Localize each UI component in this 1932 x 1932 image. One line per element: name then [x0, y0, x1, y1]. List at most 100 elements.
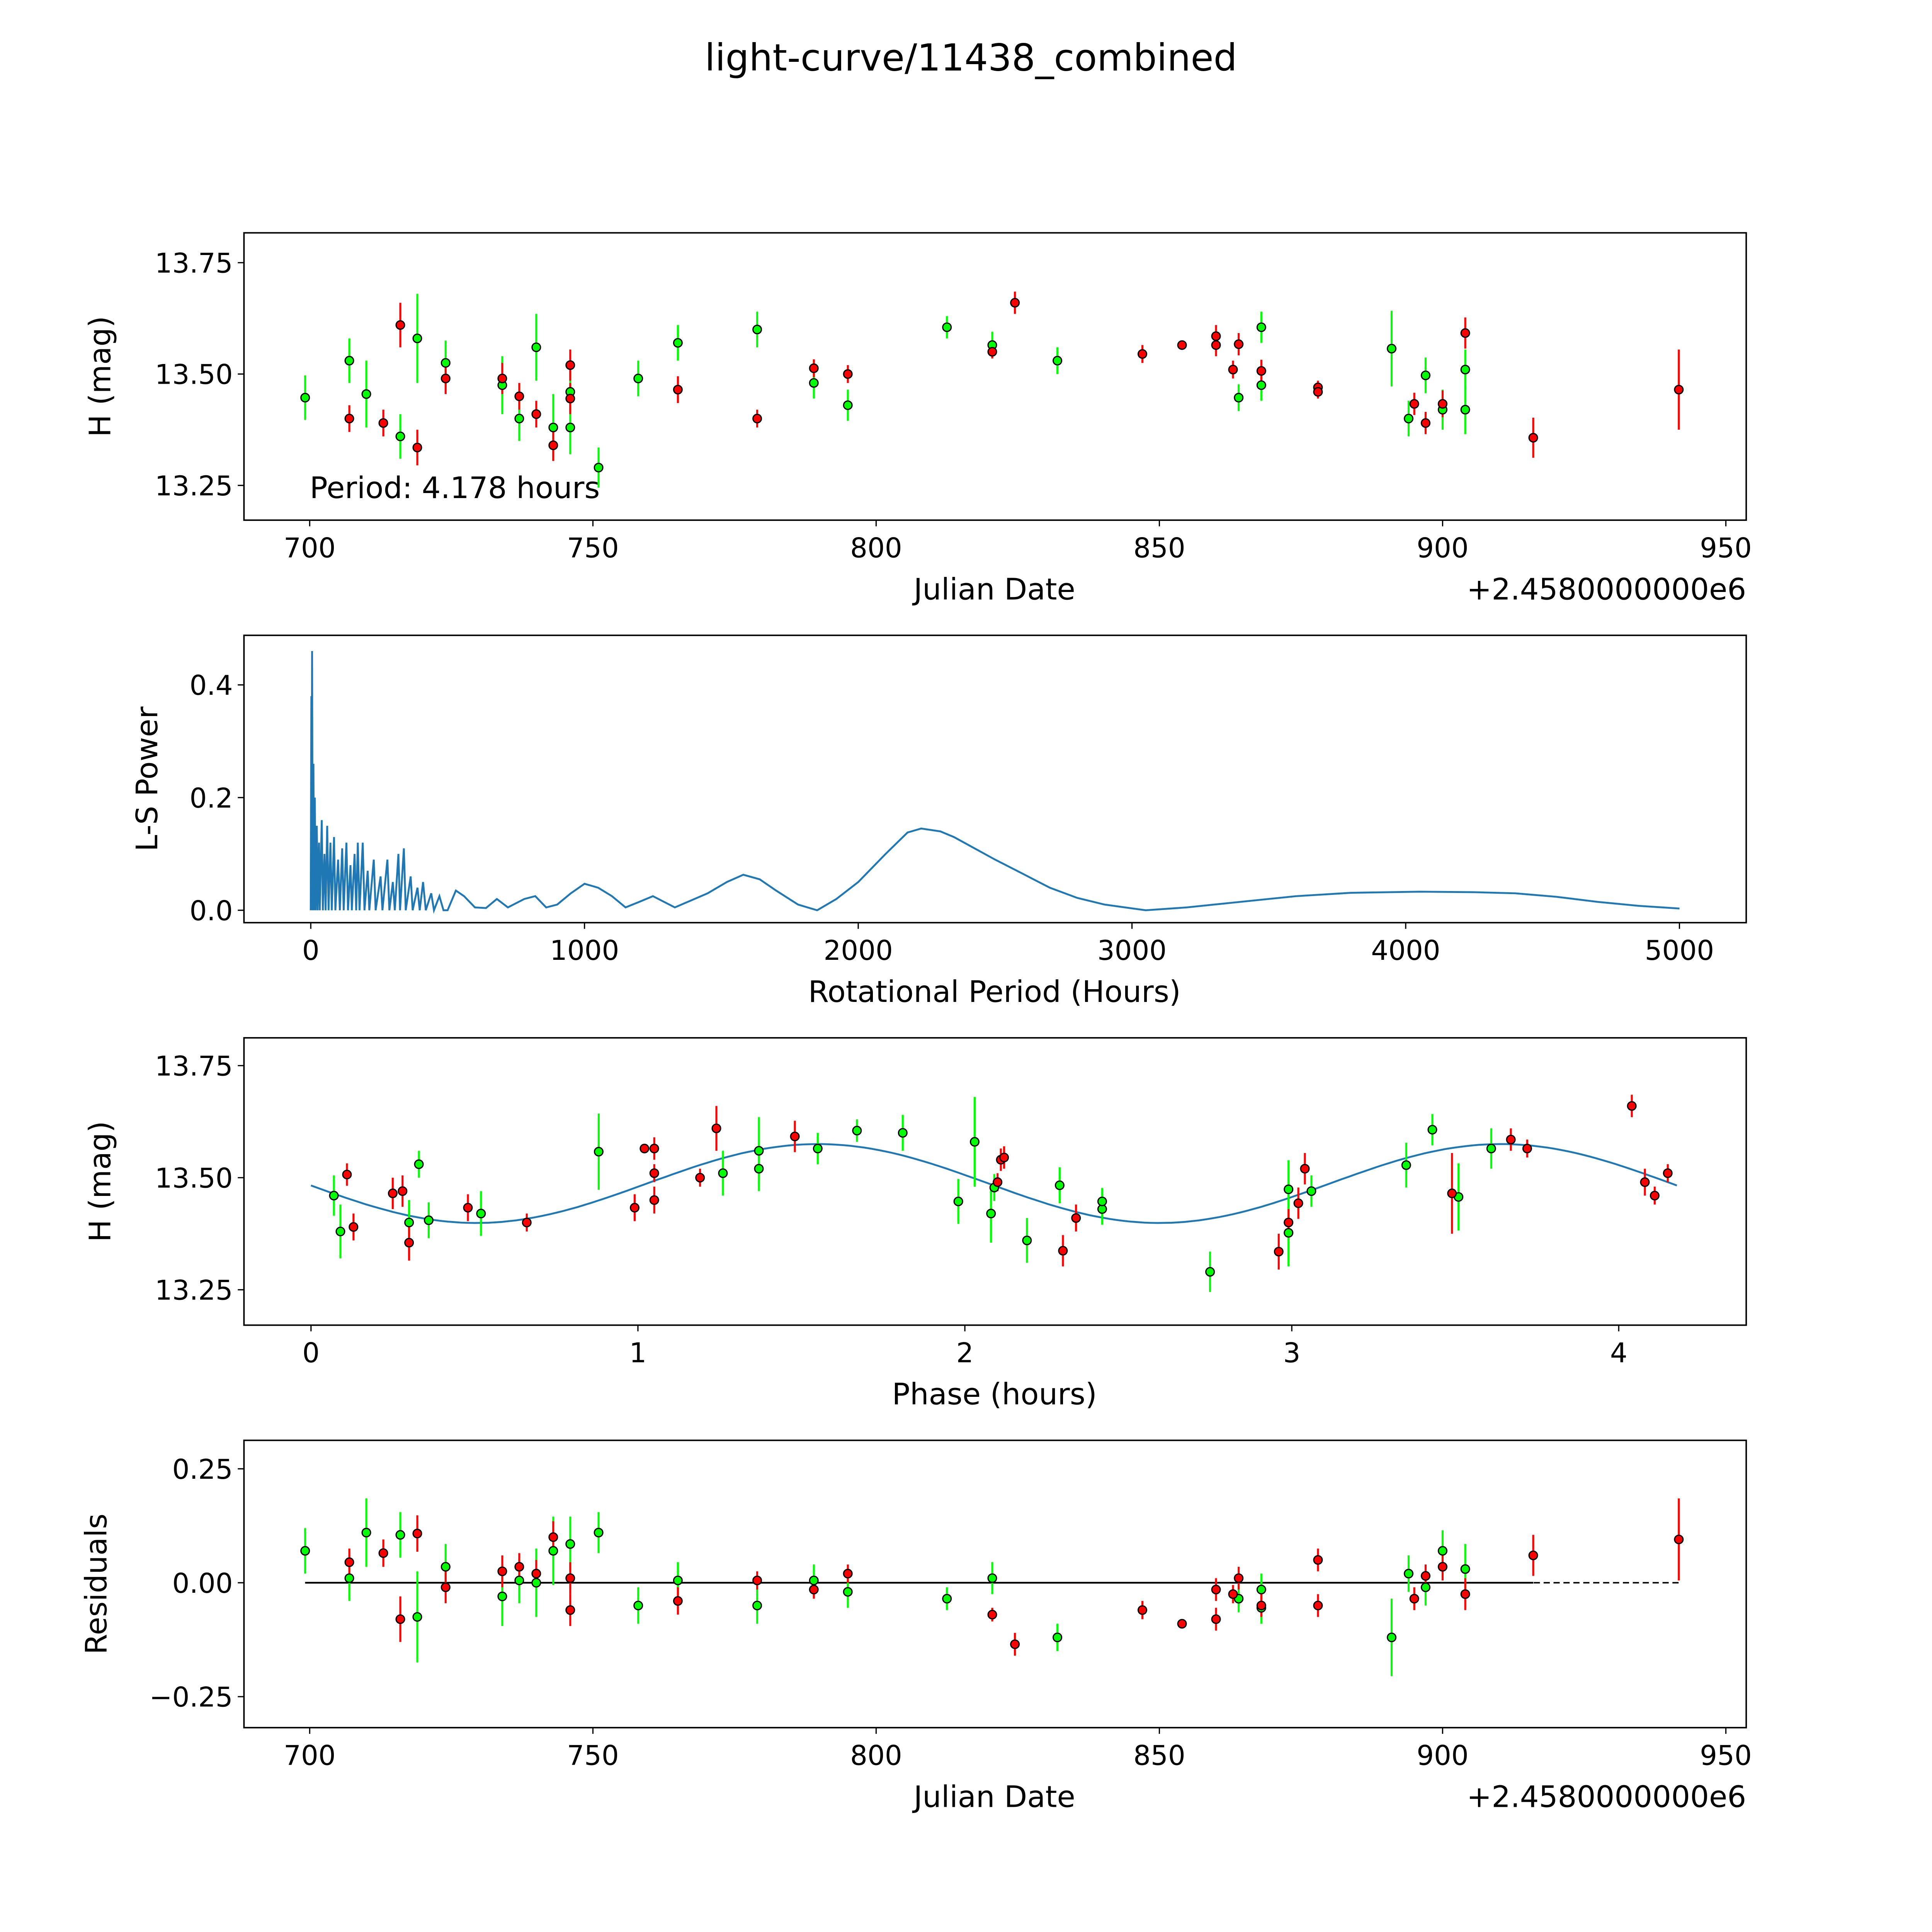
x-tick-label: 750 [567, 1740, 619, 1771]
residuals-panel: Julian Date Residuals +2.4580000000e6 70… [80, 1439, 1752, 1814]
data-point-green [594, 463, 604, 473]
data-point-red [1293, 1198, 1303, 1208]
data-point-green [1403, 1569, 1413, 1579]
data-point-red [1409, 399, 1419, 409]
data-point-red [388, 1188, 398, 1198]
data-point-red [1420, 1571, 1430, 1581]
data-point-red [1010, 298, 1020, 308]
periodogram-panel: Rotational Period (Hours) L-S Power 0 100… [130, 634, 1747, 1009]
data-point-green [942, 1594, 952, 1604]
data-point-red [548, 1532, 558, 1542]
data-point-red [1528, 433, 1538, 443]
data-point-red [809, 1585, 819, 1595]
x-tick-label: 850 [1133, 532, 1185, 564]
data-point-red [673, 384, 683, 395]
data-point-red [1228, 364, 1238, 374]
data-point-green [752, 1600, 762, 1611]
data-point-red [1420, 418, 1430, 428]
data-point-green [852, 1126, 862, 1136]
x-tick-label: 1000 [550, 935, 619, 966]
data-point-green [1256, 380, 1266, 390]
data-point-red [412, 442, 422, 452]
data-point-red [522, 1218, 532, 1228]
data-point-green [476, 1209, 486, 1219]
data-point-red [1674, 384, 1684, 395]
data-point-green [361, 389, 371, 399]
data-point-red [1437, 1562, 1447, 1572]
data-point-green [404, 1218, 414, 1228]
data-point-red [1640, 1177, 1650, 1187]
data-point-green [414, 1159, 424, 1169]
x-axis-label: Julian Date [912, 572, 1075, 607]
data-point-red [1674, 1534, 1684, 1544]
data-point-green [633, 1600, 643, 1611]
data-point-red [531, 1569, 541, 1579]
data-point-red [1300, 1164, 1310, 1174]
data-point-green [1460, 405, 1470, 415]
data-point-red [649, 1195, 659, 1205]
data-point-green [531, 342, 541, 352]
data-point-red [378, 1548, 388, 1558]
x-tick-label: 800 [850, 1740, 902, 1771]
x-tick-label: 900 [1417, 1740, 1469, 1771]
x-tick-label: 5000 [1645, 935, 1714, 966]
data-point-green [1284, 1228, 1294, 1238]
data-point-green [1022, 1235, 1032, 1245]
data-point-red [790, 1131, 800, 1141]
data-point-green [1284, 1184, 1294, 1194]
data-point-green [1401, 1160, 1411, 1170]
x-tick-label: 900 [1417, 532, 1469, 564]
data-point-red [1177, 340, 1187, 350]
y-tick-label: 13.50 [155, 359, 233, 391]
data-point-green [395, 1530, 405, 1540]
figure-title: light-curve/11438_combined [705, 36, 1237, 80]
data-point-red [1256, 1600, 1266, 1611]
data-point-green [361, 1527, 371, 1537]
data-point-red [1437, 399, 1447, 409]
x-offset-text: +2.4580000000e6 [1467, 1780, 1746, 1814]
data-point-green [1420, 1582, 1430, 1592]
data-point-green [1054, 1180, 1065, 1190]
period-annotation: Period: 4.178 hours [310, 471, 600, 505]
data-point-red [752, 1575, 762, 1585]
data-point-green [1053, 1633, 1063, 1643]
data-point-green [843, 400, 853, 410]
axes-frame [243, 634, 1747, 923]
data-point-red [843, 1569, 853, 1579]
data-point-green [754, 1146, 764, 1156]
data-point-red [1522, 1143, 1532, 1153]
data-point-red [1211, 331, 1221, 341]
data-point-red [565, 360, 575, 370]
y-axis-label: Residuals [80, 1514, 114, 1655]
x-tick-label: 2000 [823, 935, 893, 966]
y-axis-label: L-S Power [130, 706, 165, 851]
data-point-green [1256, 1585, 1266, 1595]
data-point-red [1447, 1188, 1457, 1198]
y-tick-label: 0.4 [189, 670, 233, 701]
data-point-red [395, 320, 405, 330]
data-point-green [300, 393, 310, 403]
x-tick-label: 700 [284, 1740, 336, 1771]
data-point-green [1053, 355, 1063, 366]
data-point-green [514, 413, 524, 423]
x-tick-label: 950 [1700, 532, 1752, 564]
y-tick-label: 13.75 [155, 1050, 233, 1082]
data-point-green [1205, 1267, 1215, 1277]
data-point-red [404, 1238, 414, 1248]
data-point-red [1234, 339, 1244, 349]
data-point-green [953, 1196, 963, 1206]
data-point-green [395, 431, 405, 441]
data-point-red [1274, 1247, 1284, 1257]
data-point-red [412, 1529, 422, 1539]
data-point-red [1211, 340, 1221, 350]
axes-frame [243, 1037, 1747, 1326]
y-tick-label: 13.50 [155, 1162, 233, 1194]
data-point-red [514, 391, 524, 401]
data-point-red [673, 1596, 683, 1606]
data-point-red [1528, 1550, 1538, 1560]
y-tick-label: −0.25 [150, 1682, 233, 1713]
data-point-green [548, 422, 558, 432]
data-point-green [423, 1215, 434, 1225]
data-point-red [463, 1203, 473, 1213]
